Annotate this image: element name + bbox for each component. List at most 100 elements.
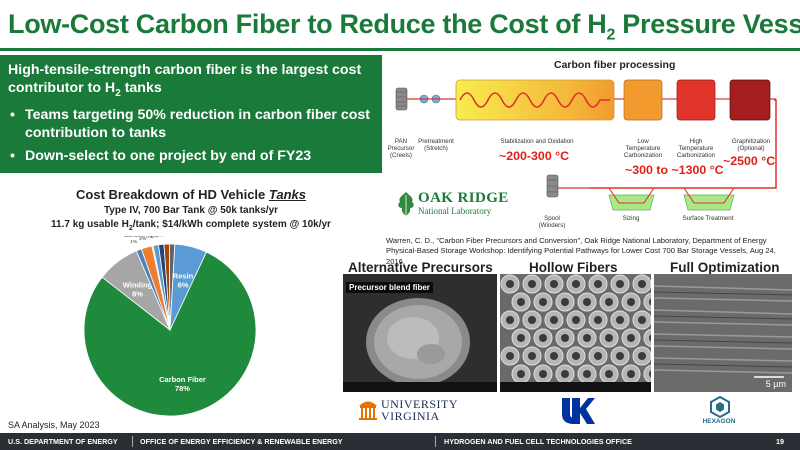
hollow-fiber-core [594, 280, 602, 288]
label-stabilization: Stabilization and Oxidation [500, 138, 574, 145]
pie-label-full-cure: Full Cure1% [156, 236, 176, 238]
temp-graphitization: ~2500 °C [723, 154, 776, 168]
pie-label-helium-leak-test: Helium Leak Test1% [141, 236, 178, 239]
footer-bar: U.S. DEPARTMENT OF ENERGY OFFICE OF ENER… [0, 433, 800, 450]
high-temp-furnace [676, 79, 716, 121]
footer-doe: U.S. DEPARTMENT OF ENERGY [8, 437, 118, 446]
chart-subtitle-1: Type IV, 700 Bar Tank @ 50k tanks/yr [103, 205, 279, 216]
hollow-fiber-core [605, 298, 613, 306]
hollow-fiber-core [528, 316, 536, 324]
label-pretreatment: Pretreatment (Stretch) [418, 138, 454, 153]
oak-leaf-icon [398, 192, 414, 216]
hollow-fiber-core [572, 280, 580, 288]
hollow-fiber-core [627, 298, 635, 306]
scale-bar-label: 5 µm [765, 379, 786, 389]
chart-title: Cost Breakdown of HD Vehicle Tanks [76, 187, 306, 202]
heading-hollow-fibers: Hollow Fibers [529, 260, 618, 275]
label-high-temp: High Temperature Carbonization [676, 138, 716, 160]
uva-logo: UNIVERSITY VIRGINIA [357, 394, 458, 424]
label-low-temp: Low Temperature Carbonization [623, 138, 663, 160]
pie-slice-resin [169, 243, 207, 331]
hollow-fiber-core [594, 316, 602, 324]
uva-line1: UNIVERSITY [381, 397, 458, 411]
hollow-fiber-core [506, 280, 514, 288]
source-note: SA Analysis, May 2023 [8, 420, 100, 430]
full-optimization-photo: 5 µm [654, 274, 792, 392]
hollow-fiber-ring [643, 292, 651, 312]
heading-full-optimization: Full Optimization [670, 260, 780, 275]
hollow-fibers-photo [500, 274, 651, 392]
pie-label-shoulder-foam: Shoulder Foam0% [133, 236, 166, 240]
hollow-fiber-core [517, 370, 525, 378]
summary-bullet: Down-select to one project by end of FY2… [8, 147, 374, 165]
low-temp-furnace [623, 79, 663, 121]
process-title: Carbon fiber processing [554, 59, 676, 71]
hollow-fiber-core [638, 352, 646, 360]
hollow-fiber-core [539, 370, 547, 378]
chart-subtitle-2: 11.7 kg usable H2/tank; $14/kWh complete… [51, 219, 331, 232]
ornl-logo: OAK RIDGE National Laboratory [396, 190, 508, 218]
hollow-fiber-core [550, 352, 558, 360]
hollow-fiber-core [583, 298, 591, 306]
hollow-fiber-core [583, 334, 591, 342]
process-diagram: Carbon fiber processing [384, 55, 800, 233]
hollow-fiber-core [627, 370, 635, 378]
hollow-fiber-core [572, 352, 580, 360]
rotunda-icon [359, 401, 377, 420]
photo-label-precursor: Precursor blend fiber [346, 282, 433, 293]
slide-title: Low-Cost Carbon Fiber to Reduce the Cost… [8, 9, 800, 44]
title-rule [0, 48, 800, 51]
hollow-fiber-core [528, 280, 536, 288]
uk-logo [560, 398, 595, 424]
hollow-fiber-ring [643, 364, 651, 384]
hollow-fiber-core [649, 334, 651, 342]
hollow-fiber-core [506, 352, 514, 360]
hollow-fiber-ring [643, 328, 651, 348]
graphitization-furnace [729, 79, 771, 121]
hollow-fiber-core [539, 334, 547, 342]
hexagon-logo-icon [710, 396, 730, 418]
precursor-fiber-photo: Precursor blend fiber [343, 274, 497, 392]
hexagon-logo-text: HEXAGON [702, 418, 736, 425]
hollow-fiber-core [627, 334, 635, 342]
hollow-fiber-core [550, 316, 558, 324]
footer-office: OFFICE OF ENERGY EFFICIENCY & RENEWABLE … [140, 437, 343, 446]
hollow-fiber-core [550, 280, 558, 288]
hollow-fiber-core [638, 280, 646, 288]
fiber-bundle-image [654, 274, 792, 392]
pie-label-resin: Resin 6% [173, 271, 194, 289]
page-number: 19 [776, 437, 784, 446]
hollow-fiber-core [616, 352, 624, 360]
temp-carbonization: ~300 to ~1300 °C [625, 163, 724, 177]
footer-separator [435, 436, 436, 447]
hollow-fiber-core [539, 298, 547, 306]
hollow-fiber-core [517, 298, 525, 306]
summary-box: High-tensile-strength carbon fiber is th… [0, 55, 382, 173]
hollow-fiber-core [572, 316, 580, 324]
hollow-fiber-core [605, 370, 613, 378]
pie-label-liner: Liner2% [137, 236, 148, 242]
hollow-fiber-core [561, 298, 569, 306]
summary-bullet: Teams targeting 50% reduction in carbon … [8, 106, 374, 142]
label-sizing: Sizing [622, 215, 640, 222]
process-graphic [395, 79, 777, 211]
hollow-fiber-core [616, 280, 624, 288]
fiber-path [459, 92, 610, 108]
pie-label-tank-boss: Tank Boss 1% [123, 236, 146, 245]
summary-lead: High-tensile-strength carbon fiber is th… [8, 62, 362, 99]
label-spool: Spool (Winders) [538, 215, 566, 230]
uva-line2: VIRGINIA [381, 409, 440, 423]
hollow-fiber-core [517, 334, 525, 342]
creel-icon [395, 87, 408, 111]
hollow-fiber-core [616, 316, 624, 324]
label-surface-treatment: Surface Treatment [682, 215, 734, 222]
label-pan-precursor: PAN Precursor (Creels) [387, 138, 415, 160]
hollow-fiber-core [638, 316, 646, 324]
ornl-line1: OAK RIDGE [418, 190, 509, 206]
hollow-fiber-core [605, 334, 613, 342]
footer-separator [132, 436, 133, 447]
pie-label-hydro-test: Hydro Test1% [142, 236, 166, 239]
hollow-fiber-core [594, 352, 602, 360]
hollow-fiber-core [561, 370, 569, 378]
ornl-line2: National Laboratory [418, 206, 492, 216]
